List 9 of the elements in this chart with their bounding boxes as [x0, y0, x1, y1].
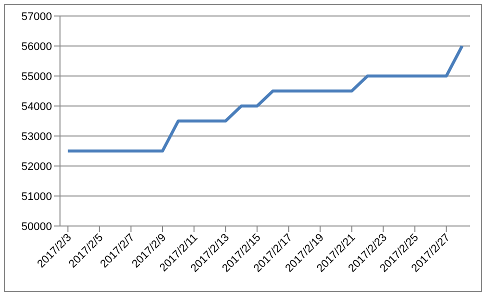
line-series [66, 44, 464, 152]
y-tick-label: 51000 [21, 190, 52, 203]
y-tick-label: 57000 [21, 10, 52, 23]
y-tick-label: 54000 [21, 100, 52, 113]
y-tick-label: 50000 [21, 220, 52, 233]
y-tick-label: 55000 [21, 70, 52, 83]
y-tick-label: 56000 [21, 40, 52, 53]
y-tick-label: 52000 [21, 160, 52, 173]
y-tick-label: 53000 [21, 130, 52, 143]
